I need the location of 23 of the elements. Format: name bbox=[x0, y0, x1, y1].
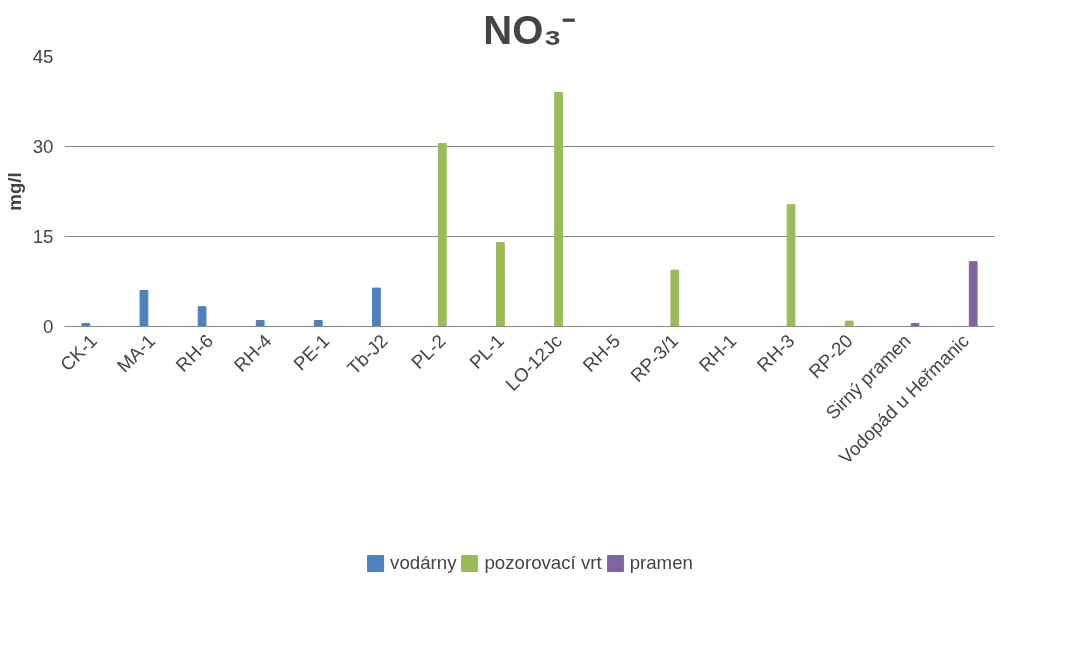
y-axis-title: mg/l bbox=[3, 172, 25, 211]
bar bbox=[197, 306, 207, 327]
chart-title: NO₃⁻ bbox=[483, 7, 576, 52]
bar bbox=[844, 320, 854, 327]
legend-label: pozorovací vrt bbox=[484, 551, 602, 574]
legend-label: pramen bbox=[629, 551, 693, 574]
bar bbox=[255, 320, 265, 327]
bar bbox=[554, 92, 563, 327]
bar bbox=[139, 290, 149, 327]
bar bbox=[968, 261, 978, 327]
bar bbox=[313, 320, 323, 327]
bar bbox=[910, 323, 920, 327]
y-tick-label: 0 bbox=[43, 316, 54, 337]
y-tick-label: 45 bbox=[32, 46, 54, 67]
bar bbox=[670, 269, 680, 327]
bar bbox=[437, 143, 447, 327]
bar bbox=[496, 242, 505, 327]
y-tick-label: 30 bbox=[32, 136, 54, 157]
bar bbox=[81, 323, 91, 327]
bar bbox=[786, 204, 796, 327]
legend-label: vodárny bbox=[390, 551, 457, 574]
bar bbox=[372, 287, 381, 327]
y-tick-label: 15 bbox=[32, 226, 54, 247]
